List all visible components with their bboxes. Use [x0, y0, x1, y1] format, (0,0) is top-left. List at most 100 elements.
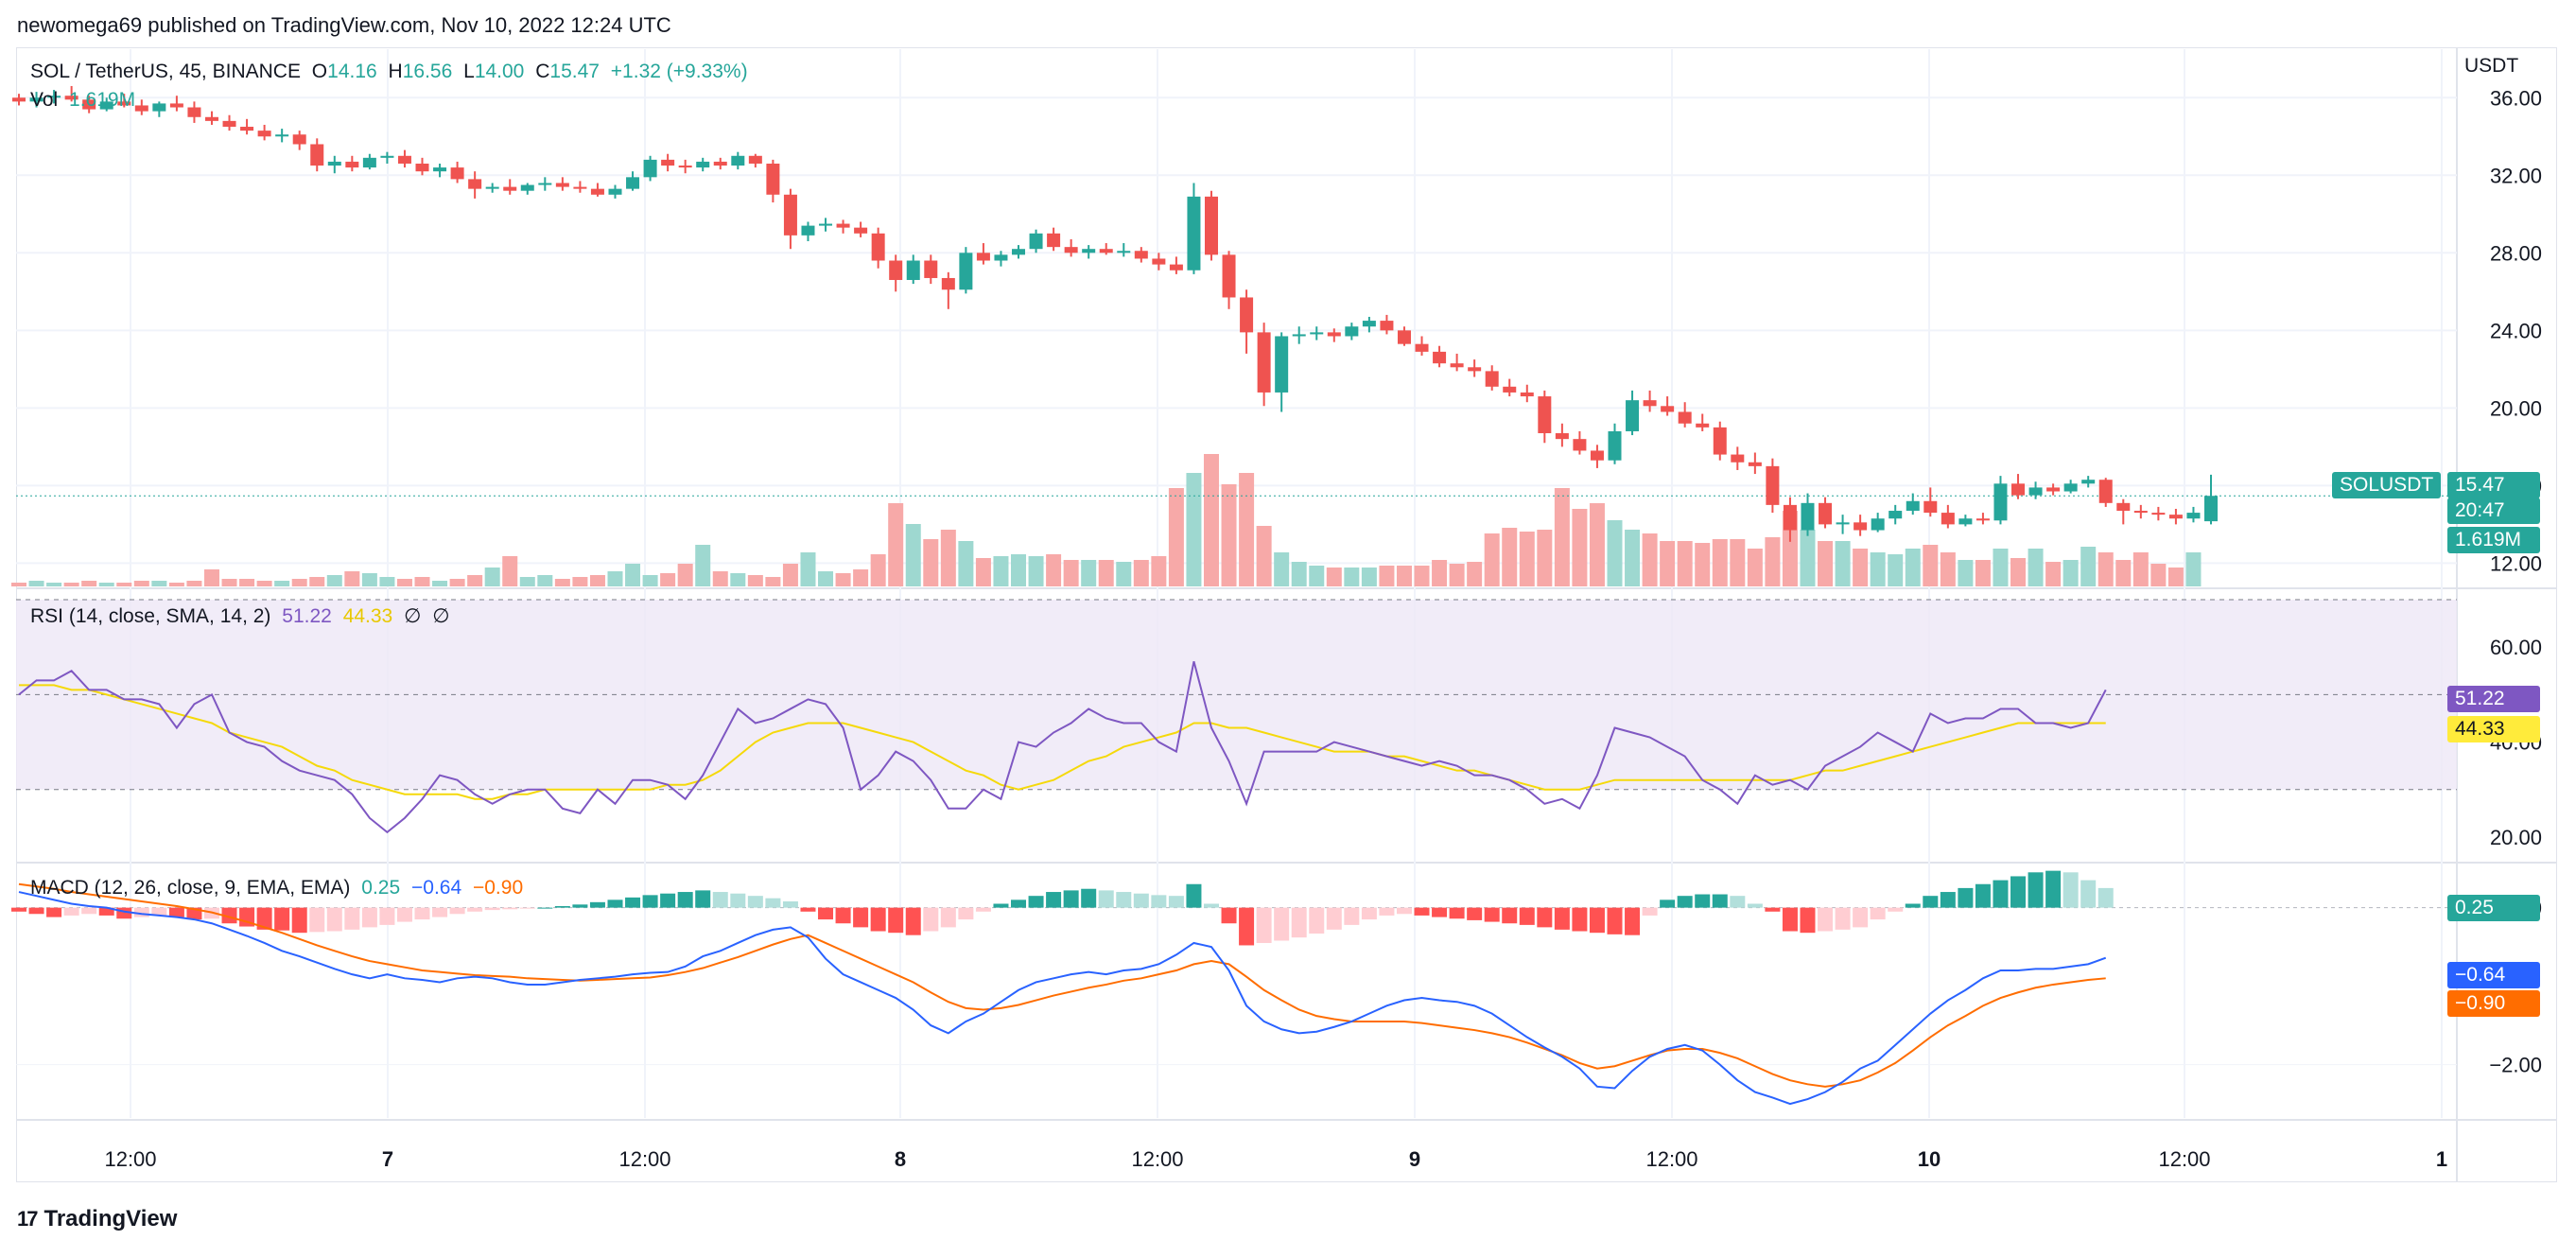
macd-histogram-bar — [274, 907, 290, 931]
candle-body — [12, 97, 26, 102]
rsi-label[interactable]: RSI (14, close, SMA, 14, 2) — [30, 605, 271, 627]
candle-body — [47, 96, 61, 98]
symbol-label[interactable]: SOL / TetherUS, 45, BINANCE — [30, 61, 301, 82]
brand-label: TradingView — [44, 1206, 178, 1231]
macd-histogram-bar — [1239, 907, 1255, 946]
volume-bar — [818, 571, 834, 586]
volume-bar — [274, 581, 290, 586]
candle-body — [889, 260, 903, 281]
volume-bar — [361, 573, 377, 586]
price-tick-label: 24.00 — [2490, 319, 2542, 342]
candle-body — [1187, 196, 1201, 271]
volume-bar — [309, 577, 325, 586]
candle-body — [1380, 321, 1394, 331]
candle-body — [275, 134, 289, 137]
volume-bar — [2045, 562, 2062, 586]
macd-histogram-bar — [1554, 907, 1570, 930]
volume-bar — [589, 575, 605, 586]
rsi-line — [18, 661, 2107, 834]
candle-body — [380, 155, 394, 158]
candle-body — [1468, 367, 1482, 372]
volume-label[interactable]: Vol — [30, 89, 59, 111]
macd-histogram-bar — [1572, 907, 1588, 932]
candle-body — [169, 103, 183, 108]
macd-histogram-bar — [1677, 896, 1693, 908]
macd-histogram-bar — [1046, 892, 1062, 908]
volume-bar — [1063, 560, 1079, 586]
macd-histogram-bar — [1765, 907, 1781, 912]
macd-histogram-bar — [975, 907, 991, 912]
volume-bar — [1239, 473, 1255, 586]
volume-bar — [1046, 554, 1062, 586]
candle-body — [1643, 400, 1657, 407]
rsi-extra-1: ∅ — [404, 605, 422, 627]
volume-bar — [1905, 549, 1921, 586]
rsi-sma-badge: 44.33 — [2447, 716, 2540, 742]
candle-body — [1012, 249, 1026, 255]
candle-body — [590, 188, 604, 195]
candle-body — [906, 260, 920, 281]
rsi-tick-label: 60.00 — [2490, 636, 2542, 659]
time-tick-label: 1 — [2436, 1147, 2447, 1171]
macd-histogram-bar — [432, 907, 448, 917]
volume-bar — [993, 556, 1009, 586]
candle-body — [1958, 518, 1973, 525]
macd-histogram-bar — [1309, 907, 1325, 934]
macd-label[interactable]: MACD (12, 26, close, 9, EMA, EMA) — [30, 877, 351, 899]
candle-body — [783, 194, 797, 236]
macd-histogram-bar — [239, 907, 255, 927]
candle-body — [362, 157, 376, 168]
candle-body — [240, 127, 254, 131]
volume-bar — [1221, 484, 1237, 586]
candle-body — [99, 101, 113, 110]
candle-body — [1678, 411, 1692, 424]
volume-bar — [870, 554, 886, 586]
candle-body — [608, 188, 622, 195]
volume-bar — [747, 575, 763, 586]
volume-bar — [1940, 552, 1956, 586]
volume-bar — [1818, 541, 1834, 586]
macd-hist-badge: 0.25 — [2447, 895, 2540, 921]
volume-bar — [484, 568, 500, 586]
candle-body — [327, 161, 341, 166]
macd-histogram-bar — [256, 907, 272, 930]
candle-body — [257, 131, 271, 137]
symbol-badge: SOLUSDT — [2332, 472, 2442, 498]
main-legend: SOL / TetherUS, 45, BINANCE O14.16 H16.5… — [30, 61, 754, 83]
macd-histogram-bar — [818, 907, 834, 920]
close-value: 15.47 — [549, 61, 600, 82]
macd-value: −0.64 — [411, 877, 462, 899]
price-tick-label: 32.00 — [2490, 164, 2542, 187]
volume-bar — [1414, 566, 1430, 586]
macd-histogram-bar — [1712, 894, 1728, 908]
candle-body — [1520, 392, 1534, 397]
volume-bar — [98, 583, 114, 586]
macd-histogram-bar — [695, 890, 711, 908]
candle-body — [1064, 247, 1078, 253]
volume-bar — [1028, 556, 1044, 586]
macd-histogram-bar — [2045, 870, 2062, 908]
macd-histogram-bar — [81, 907, 97, 915]
candle-body — [766, 163, 780, 195]
volume-bar — [46, 583, 62, 586]
macd-histogram-bar — [1063, 890, 1079, 908]
macd-histogram-bar — [1361, 907, 1377, 920]
volume-bar — [28, 581, 44, 586]
macd-histogram-bar — [572, 904, 588, 908]
volume-bar — [1291, 562, 1307, 586]
volume-bar — [800, 552, 816, 586]
macd-histogram-bar — [1011, 899, 1027, 908]
candle-body — [748, 155, 762, 164]
volume-bar — [2080, 547, 2097, 586]
volume-bar — [1537, 530, 1553, 586]
candle-body — [1152, 258, 1166, 265]
candle-body — [994, 254, 1008, 261]
candle-body — [2168, 515, 2183, 519]
macd-histogram-bar — [835, 907, 851, 924]
macd-histogram-bar — [1098, 890, 1114, 908]
macd-histogram-bar — [151, 907, 167, 916]
volume-bar — [1484, 533, 1500, 586]
footer-brand[interactable]: 17 TradingView — [17, 1206, 177, 1232]
volume-bar — [1730, 539, 1746, 586]
